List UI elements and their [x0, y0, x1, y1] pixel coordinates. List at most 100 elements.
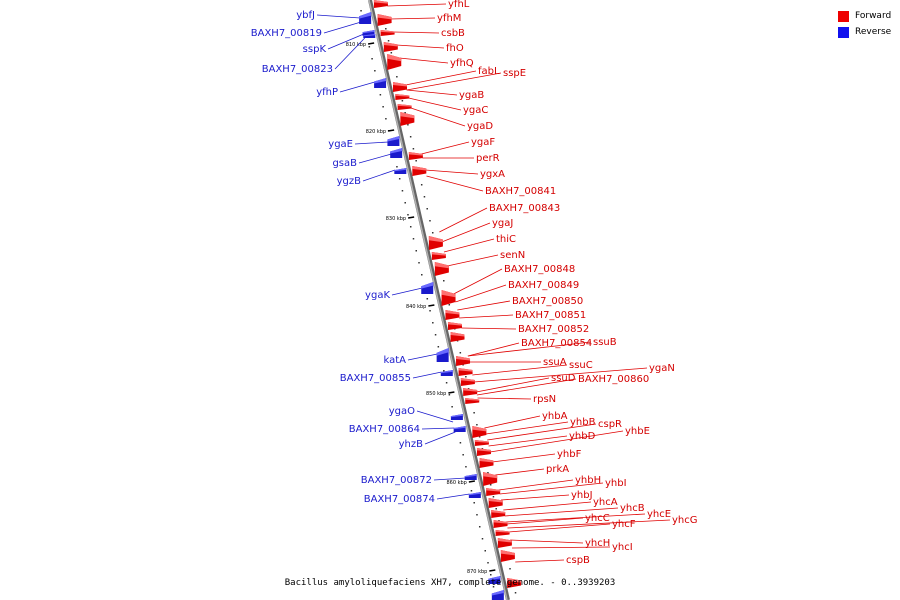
forward-gene-feature	[447, 322, 462, 330]
leader-line-baxh7-00851	[459, 314, 514, 319]
reverse-feature-highlight	[359, 12, 372, 19]
gene-label-yhce: yhcE	[647, 509, 671, 520]
gene-label-yhbd: yhbD	[569, 431, 596, 442]
label-lines	[316, 3, 671, 563]
forward-gene-feature	[441, 290, 456, 306]
leader-line-yhbb	[485, 421, 569, 435]
forward-feature-highlight	[456, 356, 471, 361]
minor-tick-left	[487, 562, 489, 564]
leader-line-yhch	[510, 539, 584, 544]
leader-line-baxh7-00848	[453, 268, 503, 295]
gene-label-sspe: sspE	[503, 68, 526, 79]
leader-line-ybfj	[316, 14, 361, 19]
leader-line-ygxa	[425, 169, 479, 175]
forward-gene-feature	[387, 54, 402, 70]
minor-tick-left	[385, 118, 387, 120]
tick-label: 860 kbp	[446, 480, 466, 486]
gene-label-yhcf: yhcF	[612, 519, 636, 530]
minor-tick-right	[514, 592, 517, 594]
gene-label-ssuc: ssuC	[569, 360, 593, 371]
reverse-gene-feature	[394, 168, 407, 174]
minor-tick-left	[443, 370, 445, 372]
forward-feature-highlight	[387, 54, 402, 62]
minor-tick-right	[467, 388, 470, 390]
leader-line-ssuc	[472, 364, 568, 376]
forward-gene-feature	[408, 152, 423, 160]
forward-gene-feature	[465, 398, 480, 404]
gene-label-ygak: ygaK	[365, 290, 390, 301]
leader-line-baxh7-00855	[412, 371, 442, 379]
reverse-feature-highlight	[440, 370, 453, 374]
gene-label-cspr: cspR	[598, 419, 622, 430]
gene-label-ssub: ssuB	[593, 337, 617, 348]
gene-label-baxh7-00823: BAXH7_00823	[262, 64, 333, 75]
gene-label-yhch: yhcH	[585, 538, 610, 549]
leader-line-yfhp	[339, 81, 375, 93]
gene-label-rpsn: rpsN	[533, 394, 556, 405]
forward-gene-feature	[472, 426, 487, 438]
leader-line-rpsn	[477, 397, 532, 400]
reverse-feature-highlight	[374, 78, 387, 84]
forward-feature-highlight	[458, 368, 473, 372]
minor-tick-right	[396, 76, 398, 78]
leader-line-yhce	[506, 513, 646, 523]
gene-label-yhba: yhbA	[542, 411, 568, 422]
tick-label: 820 kbp	[366, 129, 386, 135]
major-tick-mark	[428, 304, 435, 307]
leader-line-ssud	[476, 377, 550, 393]
leader-line-baxh7-00860	[476, 378, 577, 396]
reverse-feature-highlight	[390, 148, 403, 154]
leader-line-yhbh	[498, 479, 574, 491]
minor-tick-right	[409, 136, 412, 138]
leader-line-ygae	[354, 141, 389, 145]
forward-gene-feature	[488, 498, 503, 508]
gene-label-ssua: ssuA	[543, 357, 567, 368]
forward-feature-highlight	[428, 236, 443, 243]
minor-tick-right	[456, 340, 459, 342]
minor-tick-right	[478, 436, 481, 438]
forward-gene-feature	[500, 550, 515, 562]
leader-line-ygao	[416, 410, 454, 423]
leader-line-yhci	[512, 546, 611, 549]
leader-line-cspb	[515, 559, 565, 563]
genome-caption: Bacillus amyloliquefaciens XH7, complete…	[284, 578, 616, 588]
gene-label-baxh7-00851: BAXH7_00851	[515, 310, 586, 321]
gene-label-baxh7-00850: BAXH7_00850	[512, 296, 583, 307]
gene-features	[359, 0, 522, 600]
gene-label-csbb: csbB	[441, 28, 465, 39]
forward-feature-highlight	[380, 30, 395, 33]
reverse-feature-highlight	[421, 282, 434, 289]
minor-tick-right	[431, 232, 434, 234]
forward-feature-highlight	[479, 458, 494, 463]
minor-tick-right	[481, 448, 484, 450]
forward-gene-feature	[458, 368, 473, 376]
gene-label-baxh7-00819: BAXH7_00819	[251, 28, 322, 39]
forward-feature-highlight	[483, 472, 498, 479]
gene-label-ygae: ygaE	[328, 139, 353, 150]
reverse-feature-highlight	[450, 414, 463, 418]
minor-tick-left	[421, 274, 423, 276]
forward-feature-highlight	[445, 310, 460, 315]
minor-tick-right	[473, 412, 475, 414]
forward-feature-highlight	[383, 42, 398, 47]
legend-item-reverse: Reverse	[838, 25, 891, 39]
legend-item-forward: Forward	[838, 9, 891, 23]
forward-feature-highlight	[476, 448, 491, 452]
major-tick-mark	[388, 129, 395, 132]
leader-line-prka	[495, 468, 545, 476]
forward-gene-feature	[380, 30, 395, 36]
leader-line-sspe	[406, 72, 502, 91]
minor-tick-left	[434, 334, 437, 336]
forward-feature-highlight	[412, 166, 427, 171]
reverse-gene-feature	[390, 148, 403, 158]
minor-tick-right	[404, 112, 406, 114]
leader-line-baxh7-00849	[455, 284, 507, 303]
gene-label-baxh7-00849: BAXH7_00849	[508, 280, 579, 291]
gene-label-cspb: cspB	[566, 555, 590, 566]
leader-line-ygak	[391, 287, 423, 296]
gene-label-yhca: yhcA	[593, 497, 618, 508]
leader-line-thic	[443, 238, 495, 253]
minor-tick-left	[492, 586, 495, 588]
minor-tick-right	[495, 508, 497, 510]
leader-line-yhbj	[500, 494, 570, 501]
